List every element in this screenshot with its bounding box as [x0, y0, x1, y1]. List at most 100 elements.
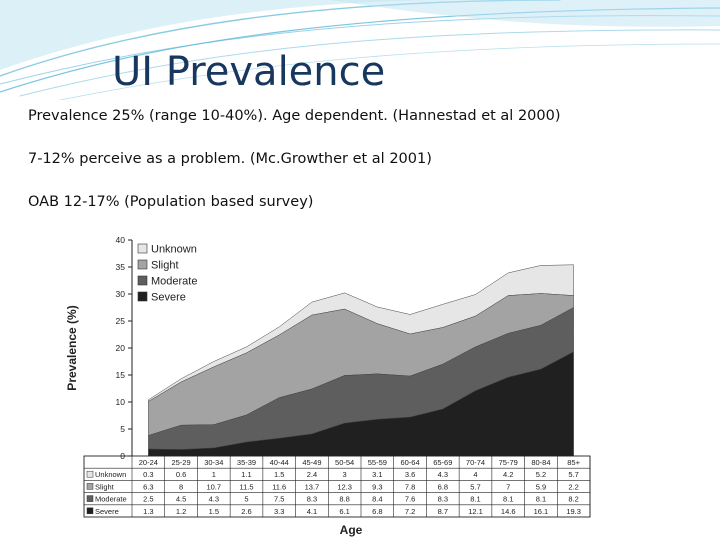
table-value-cell: 8.3 [438, 495, 448, 504]
table-value-cell: 12.3 [337, 482, 352, 491]
swoosh-decoration [0, 0, 720, 100]
table-value-cell: 2.2 [568, 482, 578, 491]
table-header-cell: 20-24 [139, 458, 158, 467]
legend-swatch-unknown [137, 243, 148, 254]
table-value-cell: 5.7 [470, 482, 480, 491]
table-value-cell: 12.1 [468, 507, 483, 516]
table-value-cell: 1.5 [209, 507, 219, 516]
chart-figure: 0 5 10 15 20 25 30 35 40 Prevalence (%) Unknown Sli… [60, 232, 600, 540]
table-value-cell: 6.1 [339, 507, 349, 516]
table-value-cell: 5.7 [568, 470, 578, 479]
table-row-swatch-slight [86, 483, 94, 490]
table-value-cell: 4.3 [438, 470, 448, 479]
table-value-cell: 8.4 [372, 495, 382, 504]
legend-label-unknown: Unknown [151, 244, 197, 256]
legend-swatch-slight [137, 259, 148, 270]
table-value-cell: 5.9 [536, 482, 546, 491]
table-value-cell: 7.6 [405, 495, 415, 504]
table-value-cell: 8.2 [568, 495, 578, 504]
table-value-cell: 19.3 [566, 507, 581, 516]
table-header-cell: 45-49 [302, 458, 321, 467]
table-header-cell: 30-34 [204, 458, 223, 467]
table-value-cell: 4.2 [503, 470, 513, 479]
table-value-cell: 11.5 [239, 482, 253, 491]
table-value-cell: 9.3 [372, 482, 382, 491]
table-value-cell: 8 [179, 482, 183, 491]
table-value-cell: 3.3 [274, 507, 284, 516]
table-value-cell: 11.6 [272, 482, 286, 491]
table-value-cell: 8.1 [470, 495, 480, 504]
table-row-label-moderate: Moderate [95, 495, 127, 504]
table-value-cell: 7.8 [405, 482, 415, 491]
table-value-cell: 3.6 [405, 470, 415, 479]
table-value-cell: 10.7 [206, 482, 221, 491]
table-value-cell: 3 [343, 470, 347, 479]
y-tick-label: 10 [116, 397, 126, 407]
table-header-cell: 25-29 [171, 458, 190, 467]
table-value-cell: 4.5 [176, 495, 186, 504]
table-value-cell: 16.1 [534, 507, 549, 516]
table-value-cell: 0.3 [143, 470, 153, 479]
table-value-cell: 13.7 [305, 482, 320, 491]
bullet-oab: OAB 12-17% (Population based survey) [28, 194, 314, 210]
table-value-cell: 1.1 [241, 470, 251, 479]
table-value-cell: 2.5 [143, 495, 153, 504]
legend-label-severe: Severe [151, 292, 186, 304]
table-row-swatch-severe [86, 507, 94, 515]
y-tick-label: 15 [116, 370, 126, 380]
table-value-cell: 8.8 [339, 495, 349, 504]
y-tick-label: 35 [116, 262, 126, 272]
y-tick-label: 30 [116, 289, 126, 299]
x-axis-label: Age [340, 523, 363, 537]
table-header-cell: 40-44 [270, 458, 289, 467]
y-tick-label: 25 [116, 316, 126, 326]
table-value-cell: 7.5 [274, 495, 284, 504]
table-header-cell: 75-79 [499, 458, 518, 467]
table-row-label-slight: Slight [95, 482, 115, 491]
table-value-cell: 4.3 [209, 495, 219, 504]
table-value-cell: 8.1 [536, 495, 546, 504]
table-value-cell: 1.3 [143, 507, 153, 516]
table-header-cell: 55-59 [368, 458, 387, 467]
table-row-label-unknown: Unknown [95, 470, 126, 479]
table-header-cell: 65-69 [433, 458, 452, 467]
table-header-cell: 70-74 [466, 458, 485, 467]
table-row-swatch-moderate [86, 495, 94, 502]
table-value-cell: 2.4 [307, 470, 317, 479]
table-row-label-severe: Severe [95, 507, 119, 516]
table-row-swatch-unknown [86, 470, 94, 478]
table-value-cell: 7 [506, 482, 510, 491]
y-tick-label: 5 [120, 424, 125, 434]
y-axis-label: Prevalence (%) [65, 305, 79, 390]
table-value-cell: 1.5 [274, 470, 284, 479]
table-value-cell: 5.2 [536, 470, 546, 479]
table-value-cell: 6.3 [143, 482, 153, 491]
legend-label-slight: Slight [151, 260, 179, 272]
table-value-cell: 8.1 [503, 495, 513, 504]
bullet-perceive-problem: 7-12% perceive as a problem. (Mc.Growthe… [28, 151, 432, 167]
table-header-cell: 85+ [567, 458, 580, 467]
table-value-cell: 6.8 [438, 482, 448, 491]
table-value-cell: 4.1 [307, 507, 317, 516]
y-tick-label: 40 [116, 235, 126, 245]
table-value-cell: 6.8 [372, 507, 382, 516]
bullet-prevalence: Prevalence 25% (range 10-40%). Age depen… [28, 108, 561, 124]
legend-swatch-severe [137, 291, 148, 302]
table-value-cell: 7.2 [405, 507, 415, 516]
y-tick-label: 20 [116, 343, 126, 353]
table-header-cell: 50-54 [335, 458, 354, 467]
legend-swatch-moderate [137, 275, 148, 286]
table-value-cell: 5 [244, 495, 248, 504]
table-value-cell: 0.6 [176, 470, 186, 479]
table-value-cell: 2.6 [241, 507, 251, 516]
table-value-cell: 8.3 [307, 495, 317, 504]
table-value-cell: 1.2 [176, 507, 186, 516]
table-value-cell: 3.1 [372, 470, 382, 479]
table-header-cell: 35-39 [237, 458, 256, 467]
table-value-cell: 8.7 [438, 507, 448, 516]
table-value-cell: 14.6 [501, 507, 516, 516]
table-header-cell: 60-64 [400, 458, 419, 467]
legend-label-moderate: Moderate [151, 276, 197, 288]
